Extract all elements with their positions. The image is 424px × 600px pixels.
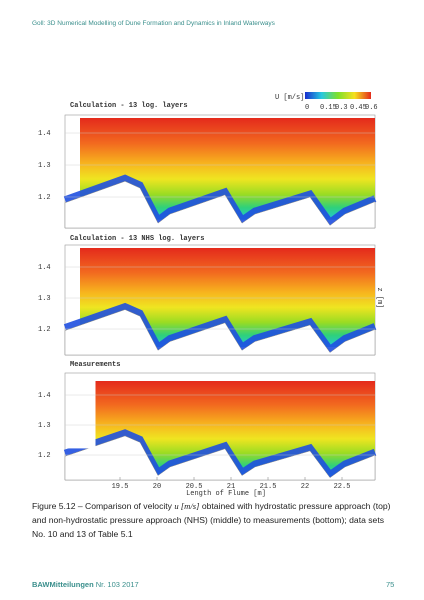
caption: Figure 5.12 – Comparison of velocity u [… (32, 499, 392, 541)
caption-text: obtained with hydrostatic pressure appro… (32, 501, 391, 539)
colorbar (305, 92, 371, 99)
bed (64, 435, 376, 481)
y-tick-label: 1.4 (38, 392, 51, 400)
issue: Nr. 103 2017 (95, 580, 139, 589)
panel-title: Measurements (70, 361, 120, 369)
x-axis-label: Length of Flume [m] (186, 490, 266, 498)
y-tick-label: 1.2 (38, 452, 51, 460)
y-tick-label: 1.4 (38, 130, 51, 138)
colorbar-tick-label: 0.45 (350, 104, 367, 112)
bed (64, 309, 376, 356)
bed-scour (63, 302, 377, 355)
page-number: 75 (386, 580, 395, 589)
x-tick-label: 19.5 (112, 483, 129, 491)
footer: BAWMitteilungen Nr. 103 2017 (32, 580, 139, 589)
colorbar-tick-label: 0.3 (335, 104, 348, 112)
x-tick-label: 22 (301, 483, 309, 491)
running-title: Goll: 3D Numerical Modelling of Dune For… (32, 20, 275, 27)
panel-title: Calculation - 13 log. layers (70, 102, 188, 110)
caption-label: Figure 5.12 – (32, 501, 83, 511)
blank-left (65, 373, 96, 449)
bed (64, 181, 376, 229)
caption-text: Comparison of velocity (85, 501, 172, 511)
x-tick-label: 21 (227, 483, 235, 491)
colorbar-label: U [m/s] (275, 94, 304, 102)
colorbar-tick-label: 0 (305, 104, 309, 112)
bed-scour (63, 429, 377, 480)
colorbar-tick-label: 0.6 (365, 104, 378, 112)
x-tick-label: 20.5 (186, 483, 203, 491)
caption-symbol: u [m/s] (174, 501, 200, 511)
y-tick-label: 1.3 (38, 422, 51, 430)
y-tick-label: 1.3 (38, 295, 51, 303)
y-tick-label: 1.2 (38, 326, 51, 334)
x-tick-label: 22.5 (334, 483, 351, 491)
y-tick-label: 1.3 (38, 162, 51, 170)
z-axis-label: z [m] (375, 287, 383, 308)
y-tick-label: 1.2 (38, 194, 51, 202)
x-tick-label: 20 (153, 483, 161, 491)
bed-scour (63, 174, 377, 228)
y-tick-label: 1.4 (38, 264, 51, 272)
colorbar-tick-label: 0.15 (320, 104, 337, 112)
x-tick-label: 21.5 (260, 483, 277, 491)
panel-title: Calculation - 13 NHS log. layers (70, 235, 204, 243)
journal: BAWMitteilungen (32, 580, 94, 589)
